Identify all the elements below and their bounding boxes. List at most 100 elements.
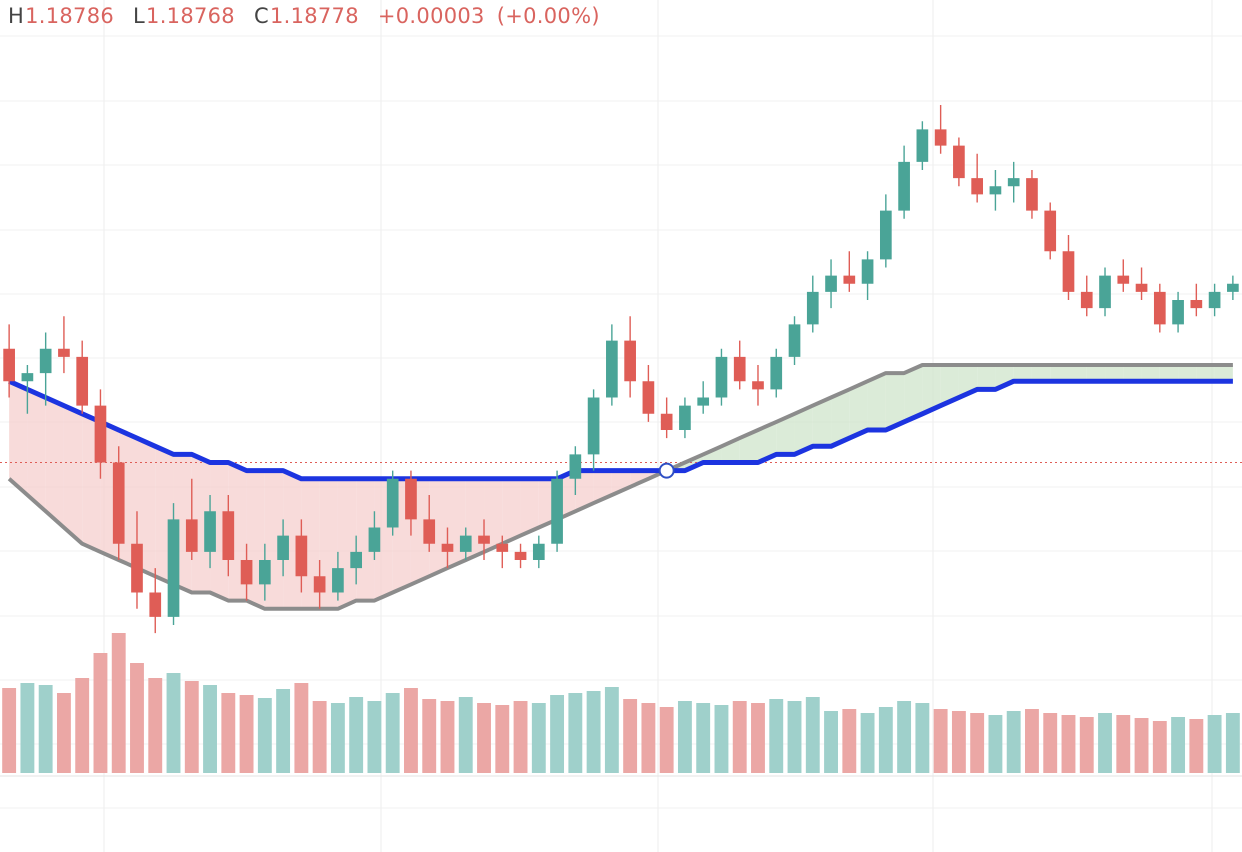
candle-body (1026, 178, 1038, 211)
cloud-segment (1196, 365, 1215, 382)
volume-bar (915, 703, 930, 773)
volume-bar (422, 699, 437, 773)
cloud-segment (1105, 365, 1124, 382)
volume-bar (93, 653, 108, 773)
cloud-segment (721, 438, 740, 463)
candle-body (112, 462, 125, 544)
volume-bar (878, 707, 893, 773)
volume-bar (1006, 711, 1021, 773)
candle-body (350, 551, 363, 569)
volume-bar (404, 688, 418, 773)
volume-bar (20, 683, 35, 773)
volume-bar (641, 703, 656, 773)
high-label: H (8, 4, 25, 28)
candle-body (94, 405, 107, 463)
volume-bar (1025, 709, 1039, 773)
volume-bar (477, 703, 491, 773)
candle-body (240, 560, 253, 585)
candle-body (660, 413, 673, 430)
volume-bar (1171, 717, 1186, 773)
candle-body (715, 356, 728, 398)
candle-body (679, 405, 691, 430)
volume-bar (696, 703, 711, 773)
candle-body (222, 511, 235, 560)
candle-body (971, 178, 984, 195)
volume-bar (970, 713, 985, 773)
candle-body (478, 535, 490, 544)
volume-bar (1225, 713, 1240, 773)
change-percent: (+0.00%) (496, 4, 600, 28)
close-label: C (253, 4, 269, 28)
volume-bar (312, 701, 327, 773)
low-label: L (133, 4, 146, 28)
volume-bar (732, 701, 747, 773)
candle-body (1007, 178, 1020, 187)
cloud-segment (831, 389, 850, 447)
candle-body (916, 129, 929, 162)
cloud-segment (904, 365, 923, 422)
candle-body (825, 275, 837, 292)
cloud-segment (1068, 365, 1087, 382)
volume-bar (1079, 717, 1094, 773)
candle-body (459, 535, 472, 552)
cloud-segment (45, 397, 64, 528)
volume-bar (604, 687, 619, 773)
volume-bar (531, 703, 546, 773)
volume-bar (988, 715, 1003, 773)
volume-bar (294, 683, 309, 773)
cloud-segment (1050, 365, 1069, 382)
candle-body (1044, 210, 1057, 252)
cloud-segment (1141, 365, 1160, 382)
volume-bar (1207, 715, 1222, 773)
volume-bar (1061, 715, 1076, 773)
volume-bar (166, 673, 181, 773)
indicator-lines (7, 363, 1233, 611)
candle-body (551, 478, 563, 544)
candle-body (386, 478, 399, 528)
candle-body (606, 340, 618, 398)
volume-bar (38, 685, 53, 773)
volume-bar (239, 695, 254, 773)
cross-markers (658, 462, 675, 479)
volume-bar (1043, 713, 1058, 773)
candle-body (733, 356, 746, 382)
cloud-segment (191, 454, 211, 593)
cloud-segment (520, 478, 539, 536)
cloud-segment (940, 365, 959, 406)
candle-body (624, 340, 636, 382)
candle-body (642, 381, 655, 414)
candle-body (569, 454, 582, 479)
volume-bar (1098, 713, 1112, 773)
volume-bar (221, 693, 236, 773)
cloud-segment (794, 405, 813, 455)
candle-body (441, 543, 454, 552)
volume-bar (184, 681, 199, 773)
volume-bar (458, 697, 473, 773)
volume-bar (568, 693, 583, 773)
volume-bar (111, 633, 126, 773)
change-value: +0.00003 (377, 4, 485, 28)
candle-body (953, 145, 965, 179)
volume-bar (824, 711, 838, 773)
candle-body (21, 373, 34, 382)
candle-body (1190, 300, 1203, 309)
cloud-segment (757, 421, 777, 463)
cloud-segment (849, 381, 868, 439)
candle-body (587, 397, 600, 455)
volume-bar (805, 697, 820, 773)
volume-bar (330, 703, 345, 773)
cloud-segment (867, 373, 886, 430)
cloud-segment (210, 462, 229, 601)
candle-body (898, 161, 910, 211)
high-value: 1.18786 (25, 4, 115, 28)
candle-body (167, 519, 180, 617)
candle-body (258, 560, 271, 585)
volume-bar (751, 703, 765, 773)
volume-bar (440, 701, 455, 773)
volume-bar (933, 709, 948, 773)
volume-bar (951, 711, 966, 773)
candle-body (1227, 283, 1239, 292)
volume-bar (367, 701, 382, 773)
candle-body (149, 592, 162, 617)
